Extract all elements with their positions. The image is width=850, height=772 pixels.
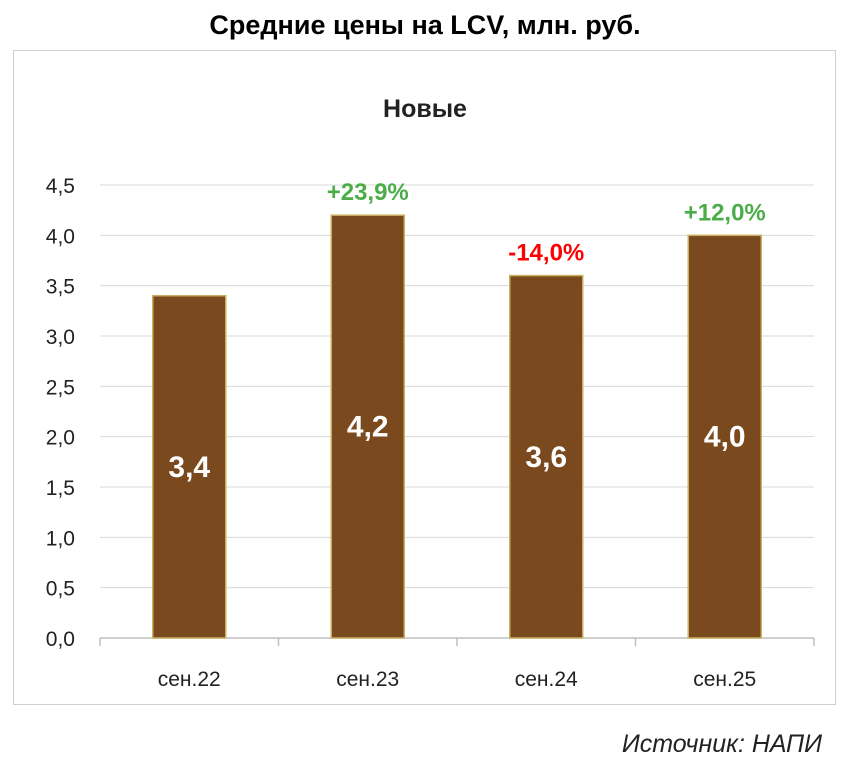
- y-tick-label: 2,0: [46, 427, 75, 450]
- y-tick-label: 2,5: [46, 376, 75, 399]
- change-label: +12,0%: [684, 199, 766, 226]
- chart-frame: Новые 0,0 0,5 1,0 1,5 2,0 2,5 3,0 3,5 4,0 4,5 3,4 се…: [13, 50, 836, 705]
- bar-сен.22: [152, 294, 227, 639]
- x-tick-label: сен.22: [158, 668, 221, 691]
- y-tick-label: 1,5: [46, 477, 75, 500]
- bar-value-label: 4,2: [347, 411, 389, 444]
- x-tick-label: сен.23: [336, 668, 399, 691]
- source-note: Источник: НАПИ: [621, 730, 822, 758]
- bar-сен.23: [330, 214, 405, 639]
- x-tick-label: сен.24: [515, 668, 578, 691]
- bar-value-label: 4,0: [704, 421, 746, 454]
- x-tick-label: сен.25: [693, 668, 756, 691]
- y-tick-label: 3,5: [46, 276, 75, 299]
- y-tick-label: 4,5: [46, 175, 75, 198]
- y-tick-label: 0,5: [46, 578, 75, 601]
- bar-chart: Новые 0,0 0,5 1,0 1,5 2,0 2,5 3,0 3,5 4,0 4,5 3,4 се…: [46, 95, 815, 691]
- chart-title: Новые: [383, 95, 467, 123]
- bar-value-label: 3,6: [525, 441, 567, 474]
- y-tick-label: 0,0: [46, 628, 75, 651]
- change-label: -14,0%: [508, 240, 584, 267]
- y-tick-label: 3,0: [46, 326, 75, 349]
- page-title: Средние цены на LCV, млн. руб.: [209, 10, 641, 40]
- bar-сен.24: [509, 274, 584, 639]
- bar-сен.25: [687, 234, 762, 639]
- change-label: +23,9%: [327, 179, 409, 206]
- y-tick-label: 4,0: [46, 225, 75, 248]
- bar-value-label: 3,4: [168, 451, 210, 484]
- y-tick-label: 1,0: [46, 527, 75, 550]
